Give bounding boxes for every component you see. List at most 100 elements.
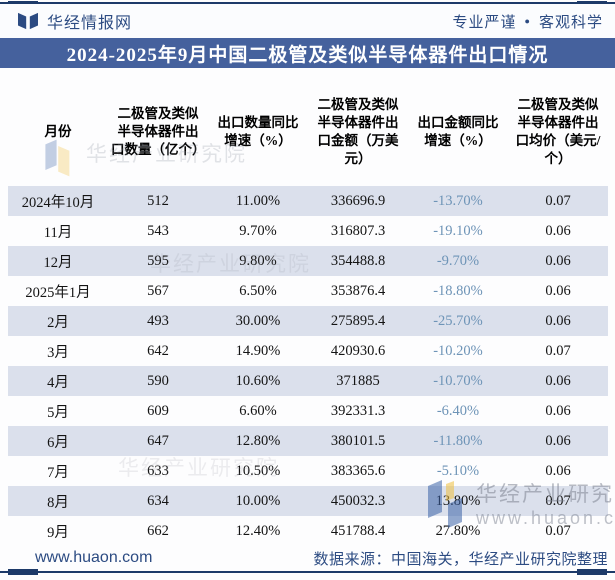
qty-cell: 590 <box>147 372 169 389</box>
value-growth-cell: 13.80% <box>435 492 481 509</box>
table-row: 5月 609 6.60% 392331.3 -6.40% 0.06 <box>8 396 608 426</box>
value-growth-cell: -19.10% <box>433 222 483 239</box>
brand: 华经情报网 <box>16 9 132 33</box>
table-header: 月份 二极管及类似半导体器件出口数量（亿个） 出口数量同比增速（%） 二极管及类… <box>8 78 608 186</box>
table-row: 2025年1月 567 6.50% 353876.4 -18.80% 0.06 <box>8 276 608 306</box>
col-header-export-value: 二极管及类似半导体器件出口金额（万美元） <box>317 97 399 166</box>
qty-cell: 647 <box>147 432 169 449</box>
month-cell: 5月 <box>47 404 69 421</box>
price-cell: 0.07 <box>545 522 571 539</box>
qty-cell: 595 <box>147 252 169 269</box>
qty-growth-cell: 6.50% <box>239 282 277 299</box>
month-cell: 3月 <box>47 344 69 361</box>
price-cell: 0.07 <box>545 192 571 209</box>
value-cell: 353876.4 <box>330 282 386 299</box>
bottom-accent-line <box>0 571 615 573</box>
table-row: 12月 595 9.80% 354488.8 -9.70% 0.06 <box>8 246 608 276</box>
col-header-qty-growth: 出口数量同比增速（%） <box>217 115 299 148</box>
qty-cell: 567 <box>147 282 169 299</box>
qty-growth-cell: 10.50% <box>235 462 281 479</box>
data-table: 月份 二极管及类似半导体器件出口数量（亿个） 出口数量同比增速（%） 二极管及类… <box>8 78 608 546</box>
qty-cell: 662 <box>147 522 169 539</box>
table-row: 7月 633 10.50% 383365.6 -5.10% 0.06 <box>8 456 608 486</box>
value-cell: 275895.4 <box>330 312 386 329</box>
price-cell: 0.06 <box>545 372 571 389</box>
col-header-month: 月份 <box>44 124 72 139</box>
month-cell: 8月 <box>47 494 69 511</box>
month-cell: 9月 <box>47 524 69 541</box>
footer-website: www.huaon.com <box>35 549 153 566</box>
table-row: 2024年10月 512 11.00% 336696.9 -13.70% 0.07 <box>8 186 608 216</box>
col-header-avg-price: 二极管及类似半导体器件出口均价（美元/个） <box>515 97 601 166</box>
footer: www.huaon.com 数据来源：中国海关，华经产业研究院整理 <box>35 547 608 569</box>
qty-cell: 609 <box>147 402 169 419</box>
table-header-row: 月份 二极管及类似半导体器件出口数量（亿个） 出口数量同比增速（%） 二极管及类… <box>8 78 608 186</box>
price-cell: 0.06 <box>545 222 571 239</box>
value-growth-cell: -18.80% <box>433 282 483 299</box>
qty-cell: 633 <box>147 462 169 479</box>
price-cell: 0.06 <box>545 282 571 299</box>
table-row: 9月 662 12.40% 451788.4 27.80% 0.07 <box>8 516 608 546</box>
month-cell: 2024年10月 <box>21 194 95 211</box>
price-cell: 0.06 <box>545 462 571 479</box>
value-growth-cell: 27.80% <box>435 522 481 539</box>
qty-growth-cell: 10.00% <box>235 492 281 509</box>
value-growth-cell: -10.20% <box>433 342 483 359</box>
value-cell: 336696.9 <box>330 192 386 209</box>
slogan: 专业严谨 ● 客观科学 <box>453 11 603 32</box>
price-cell: 0.06 <box>545 252 571 269</box>
qty-growth-cell: 11.00% <box>235 192 281 209</box>
value-growth-cell: -6.40% <box>436 402 480 419</box>
value-growth-cell: -5.10% <box>436 462 480 479</box>
book-logo-icon <box>18 12 38 30</box>
value-cell: 371885 <box>336 372 380 389</box>
value-cell: 354488.8 <box>330 252 386 269</box>
qty-growth-cell: 10.60% <box>235 372 281 389</box>
value-growth-cell: -11.80% <box>433 432 483 449</box>
slogan-right: 客观科学 <box>538 14 603 31</box>
slogan-dot-icon: ● <box>524 16 531 26</box>
qty-cell: 543 <box>147 222 169 239</box>
col-header-export-qty: 二极管及类似半导体器件出口数量（亿个） <box>111 106 206 157</box>
slogan-left: 专业严谨 <box>452 14 517 31</box>
bottom-left-accent-cap <box>8 569 38 575</box>
table-row: 6月 647 12.80% 380101.5 -11.80% 0.06 <box>8 426 608 456</box>
qty-growth-cell: 12.80% <box>235 432 281 449</box>
value-cell: 420930.6 <box>330 342 386 359</box>
qty-growth-cell: 14.90% <box>235 342 281 359</box>
month-cell: 12月 <box>43 254 73 271</box>
top-accent-line <box>0 2 615 4</box>
qty-growth-cell: 30.00% <box>235 312 281 329</box>
value-cell: 316807.3 <box>330 222 386 239</box>
qty-cell: 493 <box>147 312 169 329</box>
value-cell: 451788.4 <box>330 522 386 539</box>
table-row: 3月 642 14.90% 420930.6 -10.20% 0.07 <box>8 336 608 366</box>
page-title: 2024-2025年9月中国二极管及类似半导体器件出口情况 <box>0 38 615 68</box>
value-growth-cell: -10.70% <box>433 372 483 389</box>
table-row: 4月 590 10.60% 371885 -10.70% 0.06 <box>8 366 608 396</box>
table-row: 8月 634 10.00% 450032.3 13.80% 0.07 <box>8 486 608 516</box>
month-cell: 6月 <box>47 434 69 451</box>
month-cell: 4月 <box>47 374 69 391</box>
footer-data-source: 数据来源：中国海关，华经产业研究院整理 <box>313 551 608 568</box>
value-cell: 383365.6 <box>330 462 386 479</box>
price-cell: 0.06 <box>545 312 571 329</box>
month-cell: 7月 <box>47 464 69 481</box>
value-cell: 392331.3 <box>330 402 386 419</box>
data-table-wrap: 月份 二极管及类似半导体器件出口数量（亿个） 出口数量同比增速（%） 二极管及类… <box>8 78 608 546</box>
value-cell: 380101.5 <box>330 432 386 449</box>
qty-growth-cell: 12.40% <box>235 522 281 539</box>
col-header-value-growth: 出口金额同比增速（%） <box>417 115 499 148</box>
qty-cell: 642 <box>147 342 169 359</box>
table-row: 11月 543 9.70% 316807.3 -19.10% 0.06 <box>8 216 608 246</box>
table-body: 2024年10月 512 11.00% 336696.9 -13.70% 0.07 11月 5… <box>8 186 608 546</box>
table-row: 2月 493 30.00% 275895.4 -25.70% 0.06 <box>8 306 608 336</box>
bottom-right-accent-cap <box>577 569 607 575</box>
qty-growth-cell: 9.70% <box>239 222 277 239</box>
value-growth-cell: -25.70% <box>433 312 483 329</box>
value-cell: 450032.3 <box>330 492 386 509</box>
qty-cell: 512 <box>147 192 169 209</box>
month-cell: 2月 <box>47 314 69 331</box>
price-cell: 0.07 <box>545 492 571 509</box>
